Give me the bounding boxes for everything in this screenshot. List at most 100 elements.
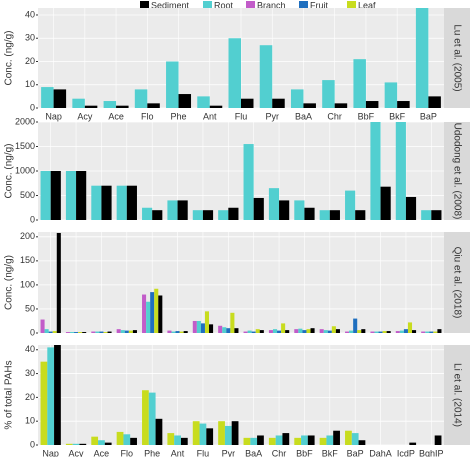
bar [154,288,159,333]
y-tick-label: 40 [25,9,35,19]
bar [147,103,160,108]
bar [200,323,205,333]
bar [209,324,214,333]
bar [178,94,192,108]
bar [431,210,442,220]
bar [282,433,290,445]
bar [319,437,327,445]
bar [327,330,332,333]
bar [333,430,340,445]
bar [259,45,273,108]
x-tick-label: BghIP [419,448,444,457]
bar [202,210,214,220]
bar [380,186,391,220]
y-tick-label: 10 [25,416,35,426]
bar [146,301,151,333]
bar [91,436,99,445]
bar [171,331,176,333]
bar [353,59,366,108]
bar [281,323,286,333]
bar [148,392,156,445]
bar [275,435,283,445]
y-tick-label: 1000 [15,165,35,175]
y-tick-label: 500 [20,190,35,200]
bar [116,105,129,108]
bar [334,103,348,108]
x-tick-label: Chr [272,448,287,457]
x-tick-label: Pyr [265,111,279,121]
bar [382,331,387,333]
bar [65,443,73,445]
bar [50,171,61,220]
strip-label: Udodong et al. (2008) [451,123,462,220]
bar [433,331,438,333]
bar [272,329,278,333]
bar [255,329,260,333]
bar [69,332,75,333]
bar [421,331,426,333]
bar [302,330,307,333]
bar [304,207,315,220]
bar [72,98,85,108]
y-tick-label: 50 [25,303,35,313]
bar [72,443,80,445]
bar [298,328,303,333]
bar [76,171,87,220]
bar [134,89,148,108]
bar [103,332,108,333]
bar [166,61,179,108]
bar [82,332,87,333]
bars [40,122,442,220]
bar [116,431,124,445]
bar [247,330,252,333]
bar [268,330,273,333]
bar [272,98,285,108]
bar [199,423,207,445]
strip [444,232,470,333]
bar [192,320,197,333]
bar [345,190,356,220]
bar [253,197,264,220]
x-tick-label: IcdP [397,448,415,457]
bar [218,210,229,220]
legend-swatch [140,1,149,10]
y-tick-label: 100 [20,279,35,289]
bar [228,38,241,108]
bar [326,435,334,445]
x-tick-label: Flu [235,111,248,121]
y-tick-label: 10 [25,79,35,89]
bar [120,330,125,333]
bar [323,330,328,333]
bar [44,329,49,333]
bar [183,331,188,333]
bar [329,210,340,220]
bar [301,435,308,445]
bar [167,433,175,445]
bar [319,210,330,220]
bar [331,326,336,333]
strip [444,8,470,108]
y-tick-label: 0 [30,439,35,449]
bar [222,327,227,333]
bar [294,329,299,333]
bar [407,322,413,333]
bars [41,8,441,108]
bar [218,421,225,445]
bar [91,331,96,333]
strip-label: Qiu et al. (2018) [451,247,462,319]
bar [104,442,112,445]
x-tick-label: Pyr [222,448,236,457]
x-tick-label: Acy [69,448,85,457]
legend-swatch [347,1,356,10]
bar [116,185,127,220]
bar [415,8,429,108]
bar [130,437,137,445]
bar [167,200,178,220]
bar [370,331,375,333]
bar [351,433,359,445]
bar [142,390,149,445]
legend-label: Leaf [358,0,376,10]
bar [395,122,406,220]
bar [279,200,290,220]
bar [177,200,188,220]
